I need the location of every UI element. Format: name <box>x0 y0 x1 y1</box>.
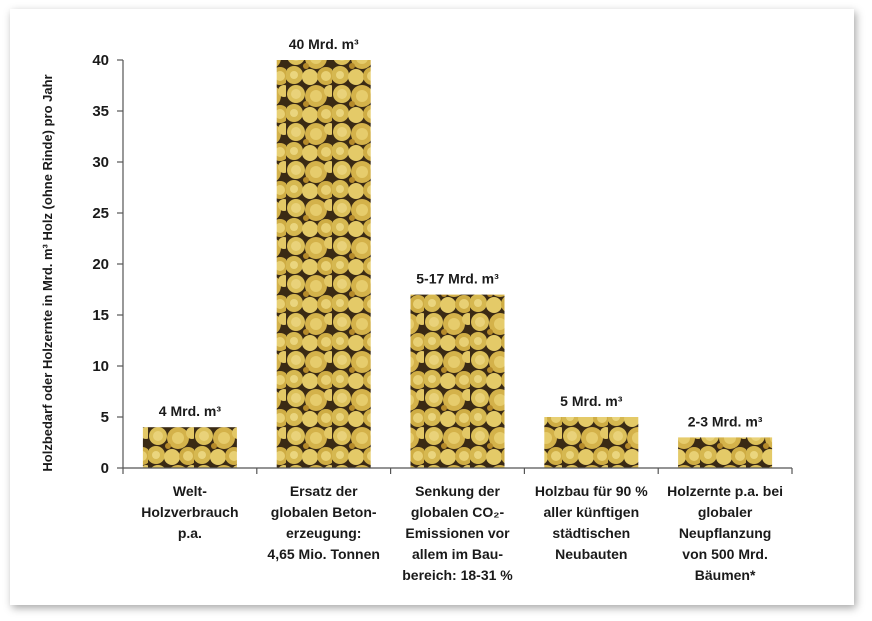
y-tick-label: 15 <box>92 307 109 324</box>
y-tick-label: 0 <box>101 460 109 477</box>
category-label: Welt- Holzverbrauch p.a. <box>141 483 238 541</box>
y-tick-label: 40 <box>92 52 109 69</box>
category-label-line: allem im Bau- <box>412 546 503 562</box>
data-label: 2-3 Mrd. m³ <box>688 413 763 429</box>
data-label: 4 Mrd. m³ <box>159 403 222 419</box>
bar-chart: 0 5 10 15 20 25 30 35 40 4 Mrd. m³ 40 Mrd. m³ 5-17… <box>40 36 793 583</box>
category-label-line: Neubauten <box>555 546 627 562</box>
category-label-line: globalen Beton- <box>271 504 377 520</box>
category-label-line: p.a. <box>178 525 202 541</box>
category-label: Ersatz der globalen Beton-erzeugung: 4,65 … <box>267 483 380 562</box>
chart-card: 0 5 10 15 20 25 30 35 40 4 Mrd. m³ 40 Mrd. m³ 5-17… <box>10 9 854 605</box>
bar <box>678 437 773 468</box>
y-tick-label: 30 <box>92 154 109 171</box>
y-axis-title: Holzbedarf oder Holzernte in Mrd. m³ Hol… <box>40 74 55 471</box>
data-label: 5-17 Mrd. m³ <box>416 271 499 287</box>
bars: 4 Mrd. m³ 40 Mrd. m³ 5-17 Mrd. m³ 5 Mrd. m³… <box>142 36 773 468</box>
y-tick-label: 5 <box>101 409 109 426</box>
category-label: Holzernte p.a. bei globaler Neupflanzung vo… <box>667 483 783 583</box>
category-label-line: Bäumen* <box>695 567 756 583</box>
category-label-line: Holzernte p.a. bei <box>667 483 783 499</box>
category-label-line: Holzbau für 90 % <box>535 483 648 499</box>
category-label-line: erzeugung: <box>286 525 361 541</box>
y-tick-label: 20 <box>92 256 109 273</box>
y-tick-label: 35 <box>92 103 109 120</box>
category-label-line: Emissionen vor <box>405 525 510 541</box>
category-label-line: Neupflanzung <box>679 525 772 541</box>
category-label-line: globaler <box>698 504 753 520</box>
bar <box>544 417 639 468</box>
y-axis: 0 5 10 15 20 25 30 35 40 <box>92 52 124 477</box>
x-axis: Welt- Holzverbrauch p.a. Ersatz der globalen… <box>122 467 793 583</box>
category-label-line: bereich: 18-31 % <box>402 567 513 583</box>
category-label-line: 4,65 Mio. Tonnen <box>267 546 380 562</box>
y-tick-label: 25 <box>92 205 109 222</box>
category-label-line: städtischen <box>552 525 630 541</box>
category-label: Holzbau für 90 % aller künftigen städtisch… <box>535 483 648 562</box>
data-label: 5 Mrd. m³ <box>560 393 623 409</box>
category-label-line: Senkung der <box>415 483 500 499</box>
category-label-line: aller künftigen <box>543 504 639 520</box>
category-label-line: Welt- <box>173 483 207 499</box>
bar <box>276 60 371 468</box>
bar <box>410 294 505 468</box>
y-tick-label: 10 <box>92 358 109 375</box>
bar <box>142 427 237 468</box>
category-label-line: Ersatz der <box>290 483 358 499</box>
category-label-line: globalen CO₂- <box>411 504 505 520</box>
category-label-line: von 500 Mrd. <box>682 546 768 562</box>
category-label: Senkung der globalen CO₂- Emissionen vor al… <box>402 483 513 583</box>
data-label: 40 Mrd. m³ <box>289 36 359 52</box>
category-label-line: Holzverbrauch <box>141 504 238 520</box>
